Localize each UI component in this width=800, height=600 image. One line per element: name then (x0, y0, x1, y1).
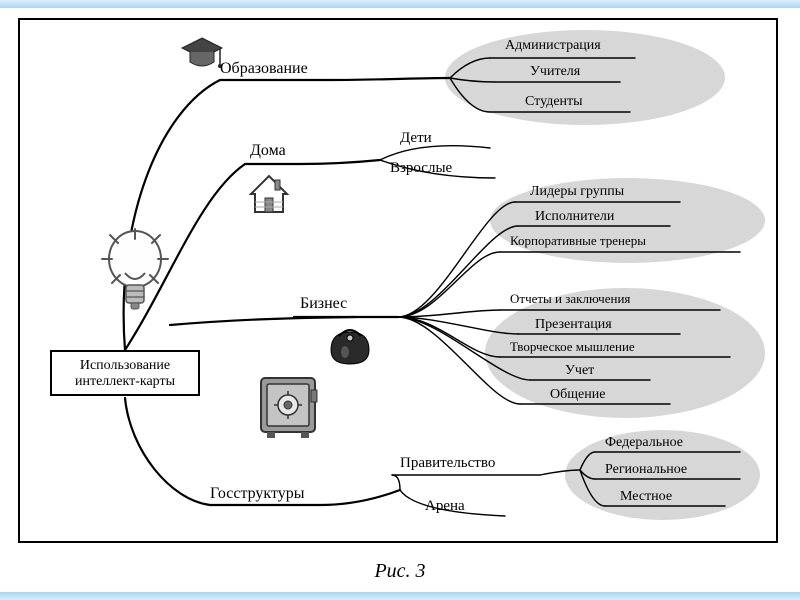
gov-sub-government: Правительство (400, 455, 495, 472)
leaf-label: Администрация (505, 38, 601, 53)
safe-icon (255, 370, 327, 447)
leaf-label: Учет (565, 363, 594, 378)
diagram-frame: Использование интеллект-карты (18, 18, 778, 543)
leaf-label: Исполнители (535, 209, 614, 224)
branch-education-label: Образование (220, 60, 308, 78)
branch-business-label: Бизнес (300, 295, 347, 313)
root-line1: Использование (80, 358, 170, 373)
leaf-label: Местное (620, 489, 672, 504)
diagram-stage: Использование интеллект-карты (20, 20, 776, 541)
caption-text: Рис. 3 (374, 560, 425, 582)
lightbulb-icon (100, 225, 170, 325)
gov-sub-arena: Арена (425, 498, 465, 515)
leaf-label: Федеральное (605, 435, 683, 450)
leaf-label: Взрослые (390, 160, 452, 177)
bottom-gradient-bar (0, 592, 800, 600)
purse-icon (325, 320, 375, 375)
leaf-label: Дети (400, 130, 432, 147)
leaf-label: Студенты (525, 94, 583, 109)
leaf-label: Отчеты и заключения (510, 292, 630, 306)
leaf-label: Лидеры группы (530, 184, 624, 199)
top-gradient-bar (0, 0, 800, 8)
branch-gov-label: Госструктуры (210, 485, 305, 503)
house-icon (245, 170, 293, 223)
leaf-label: Корпоративные тренеры (510, 234, 646, 248)
graduation-cap-icon (180, 32, 224, 81)
leaf-label: Региональное (605, 462, 687, 477)
figure-caption: Рис. 3 (0, 560, 800, 583)
leaf-label: Учителя (530, 64, 580, 79)
root-node: Использование интеллект-карты (50, 350, 200, 396)
leaf-label: Общение (550, 387, 605, 402)
leaf-label: Творческое мышление (510, 340, 635, 354)
leaf-label: Презентация (535, 317, 612, 332)
branch-home-label: Дома (250, 142, 286, 160)
root-line2: интеллект-карты (75, 374, 175, 389)
